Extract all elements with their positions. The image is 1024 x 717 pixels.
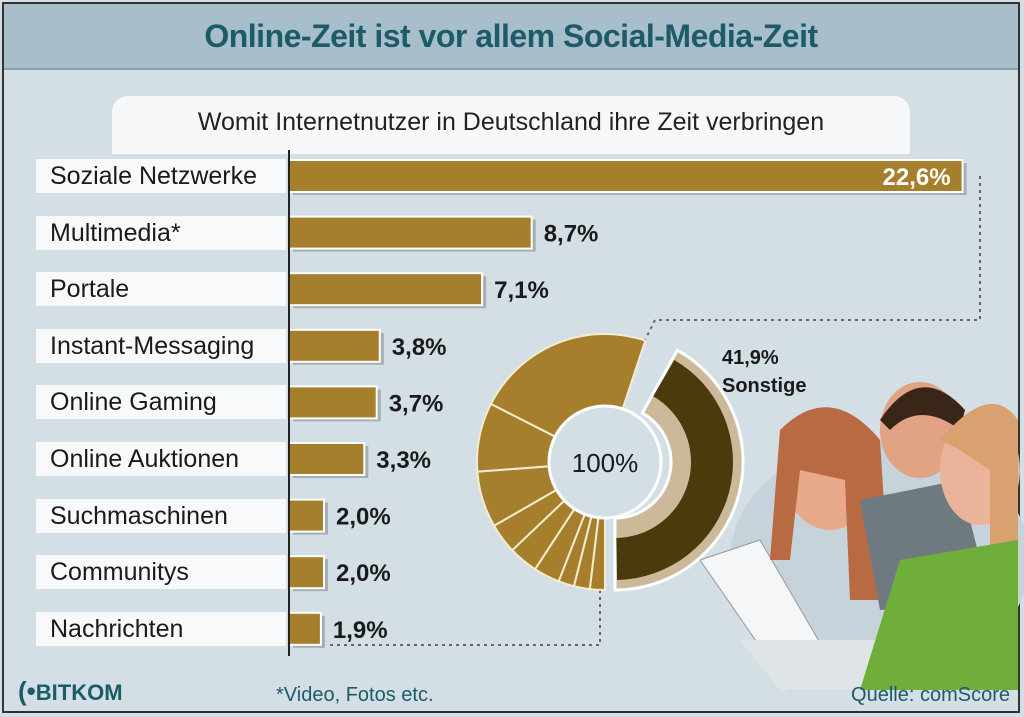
value-label: 3,8% xyxy=(392,334,447,361)
value-label: 7,1% xyxy=(494,277,549,304)
source: Quelle: comScore xyxy=(851,684,1010,706)
category-label: Portale xyxy=(36,272,286,307)
category-label: Nachrichten xyxy=(36,611,286,646)
value-label: 3,3% xyxy=(376,447,431,474)
category-label: Communitys xyxy=(36,555,286,590)
value-label: 2,0% xyxy=(336,560,391,587)
value-label: 2,0% xyxy=(336,504,391,531)
donut-segment-sonstige xyxy=(616,359,733,580)
bar xyxy=(288,498,325,533)
bar xyxy=(288,442,366,476)
category-label: Soziale Netzwerke xyxy=(36,159,286,193)
bar xyxy=(288,215,533,250)
value-label: 8,7% xyxy=(544,221,599,248)
category-label: Online Auktionen xyxy=(36,442,286,476)
photo-teenagers-laptop xyxy=(699,382,1024,691)
bar xyxy=(288,328,381,363)
donut-hole xyxy=(547,404,663,520)
category-label: Multimedia* xyxy=(36,215,286,250)
subtitle-tab xyxy=(112,96,910,154)
bar xyxy=(288,159,964,193)
sonstige-value: 41,9% xyxy=(722,347,779,369)
connector-top xyxy=(639,176,981,351)
category-label: Online Gaming xyxy=(36,385,286,420)
value-label: 3,7% xyxy=(389,390,444,417)
chart-subtitle: Womit Internetnutzer in Deutschland ihre… xyxy=(197,108,825,136)
bar xyxy=(288,385,378,420)
bar xyxy=(288,611,322,646)
value-label: 1,9% xyxy=(333,617,388,644)
bitkom-logo: (•BITKOM xyxy=(18,676,123,707)
footnote: *Video, Fotos etc. xyxy=(276,684,434,706)
bar xyxy=(288,272,484,307)
sonstige-label: Sonstige xyxy=(722,375,806,397)
category-label: Instant-Messaging xyxy=(36,328,286,363)
category-label: Suchmaschinen xyxy=(36,498,286,533)
donut-center-label: 100% xyxy=(572,448,639,478)
bar xyxy=(288,555,325,590)
bitkom-logo-mark: (• xyxy=(18,676,36,706)
title-bar: Online-Zeit ist vor allem Social-Media-Z… xyxy=(4,4,1018,70)
chart-title: Online-Zeit ist vor allem Social-Media-Z… xyxy=(204,18,818,54)
value-label: 22,6% xyxy=(883,164,951,191)
bitkom-logo-text: BITKOM xyxy=(35,680,123,705)
